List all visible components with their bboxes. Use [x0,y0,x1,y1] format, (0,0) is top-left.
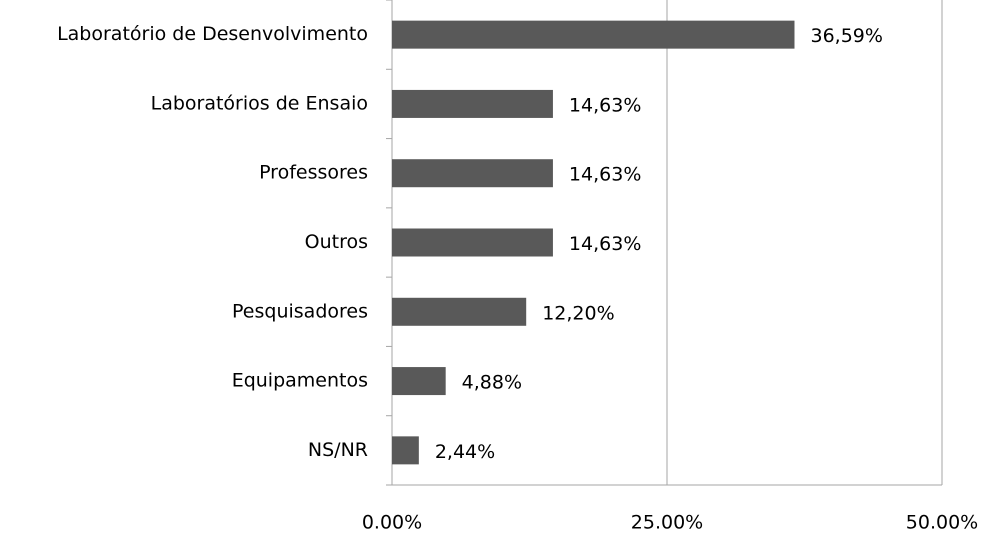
x-tick-label: 50.00% [906,512,978,534]
data-label: 2,44% [435,441,495,463]
bar [392,159,553,188]
data-label: 4,88% [462,372,522,394]
y-tick-label: Pesquisadores [232,300,368,322]
bar [392,436,419,465]
data-label: 36,59% [810,25,882,47]
y-tick-label: Professores [259,162,368,184]
x-tick-label: 25.00% [631,512,703,534]
data-label: 12,20% [542,302,614,324]
bar [392,367,446,396]
data-label: 14,63% [569,164,641,186]
y-tick-label: NS/NR [308,439,368,461]
bar [392,297,527,326]
bar [392,228,553,257]
y-tick-label: Outros [305,231,368,253]
bar [392,89,553,118]
data-label: 14,63% [569,94,641,116]
y-tick-label: Equipamentos [232,370,368,392]
data-label: 14,63% [569,233,641,255]
x-tick-label: 0.00% [362,512,422,534]
bar [392,20,795,49]
y-tick-label: Laboratórios de Ensaio [151,92,368,114]
y-tick-label: Laboratório de Desenvolvimento [57,23,368,45]
